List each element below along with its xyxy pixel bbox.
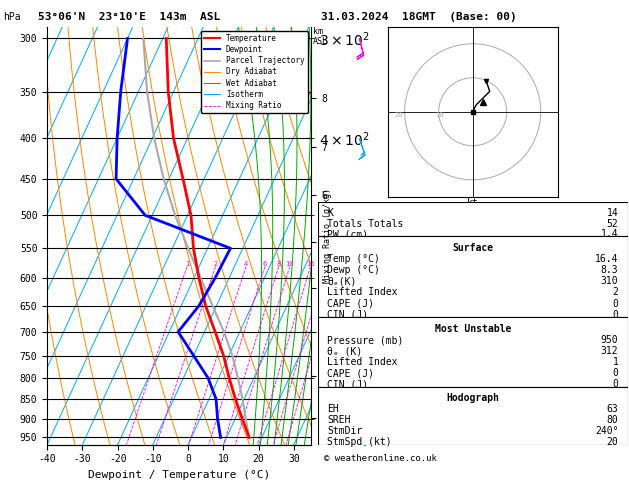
Text: CIN (J): CIN (J) bbox=[327, 379, 368, 389]
Text: Most Unstable: Most Unstable bbox=[435, 324, 511, 334]
Text: 20: 20 bbox=[321, 260, 330, 267]
Text: 2: 2 bbox=[613, 287, 618, 297]
Text: Lifted Index: Lifted Index bbox=[327, 357, 398, 367]
Text: Lifted Index: Lifted Index bbox=[327, 287, 398, 297]
Text: Hodograph: Hodograph bbox=[446, 393, 499, 403]
Text: 20: 20 bbox=[607, 437, 618, 447]
Text: 950: 950 bbox=[601, 335, 618, 345]
Text: 63: 63 bbox=[607, 404, 618, 414]
Text: 20: 20 bbox=[394, 112, 403, 118]
Text: 15: 15 bbox=[306, 260, 314, 267]
Legend: Temperature, Dewpoint, Parcel Trajectory, Dry Adiabat, Wet Adiabat, Isotherm, Mi: Temperature, Dewpoint, Parcel Trajectory… bbox=[201, 31, 308, 113]
Text: 1: 1 bbox=[613, 357, 618, 367]
Text: K: K bbox=[327, 208, 333, 218]
Text: 16.4: 16.4 bbox=[595, 254, 618, 264]
Bar bbox=[318, 317, 628, 387]
X-axis label: Dewpoint / Temperature (°C): Dewpoint / Temperature (°C) bbox=[88, 470, 270, 480]
Text: 312: 312 bbox=[601, 346, 618, 356]
Text: LCL: LCL bbox=[363, 404, 376, 410]
Text: 0: 0 bbox=[613, 298, 618, 309]
Bar bbox=[318, 387, 628, 445]
Text: 14: 14 bbox=[607, 208, 618, 218]
Text: 240°: 240° bbox=[595, 426, 618, 436]
Text: Dewp (°C): Dewp (°C) bbox=[327, 265, 380, 275]
Text: SREH: SREH bbox=[327, 415, 350, 425]
Text: CAPE (J): CAPE (J) bbox=[327, 298, 374, 309]
Text: 52: 52 bbox=[607, 219, 618, 228]
Text: PW (cm): PW (cm) bbox=[327, 229, 368, 239]
Text: 6: 6 bbox=[263, 260, 267, 267]
Text: km
ASL: km ASL bbox=[313, 27, 328, 46]
Text: 1: 1 bbox=[185, 260, 189, 267]
X-axis label: kt: kt bbox=[467, 198, 479, 208]
Text: 1.4: 1.4 bbox=[601, 229, 618, 239]
Text: EH: EH bbox=[327, 404, 338, 414]
Text: 80: 80 bbox=[607, 415, 618, 425]
Text: 8.3: 8.3 bbox=[601, 265, 618, 275]
Text: 0: 0 bbox=[613, 310, 618, 320]
Text: 53°06'N  23°10'E  143m  ASL: 53°06'N 23°10'E 143m ASL bbox=[38, 12, 220, 22]
Text: 4: 4 bbox=[244, 260, 248, 267]
Bar bbox=[318, 236, 628, 317]
Text: 10: 10 bbox=[435, 112, 444, 118]
Text: θₑ (K): θₑ (K) bbox=[327, 346, 362, 356]
Text: 0: 0 bbox=[613, 368, 618, 378]
Text: CAPE (J): CAPE (J) bbox=[327, 368, 374, 378]
Text: StmDir: StmDir bbox=[327, 426, 362, 436]
Text: Mixing Ratio (g/kg): Mixing Ratio (g/kg) bbox=[323, 188, 331, 283]
Text: CIN (J): CIN (J) bbox=[327, 310, 368, 320]
Text: 31.03.2024  18GMT  (Base: 00): 31.03.2024 18GMT (Base: 00) bbox=[321, 12, 516, 22]
Text: 10: 10 bbox=[286, 260, 294, 267]
Text: Surface: Surface bbox=[452, 243, 493, 253]
Text: 2: 2 bbox=[213, 260, 218, 267]
Text: Temp (°C): Temp (°C) bbox=[327, 254, 380, 264]
Text: 0: 0 bbox=[613, 379, 618, 389]
Text: © weatheronline.co.uk: © weatheronline.co.uk bbox=[324, 454, 437, 464]
Text: 8: 8 bbox=[277, 260, 281, 267]
Text: θₑ(K): θₑ(K) bbox=[327, 277, 356, 286]
Text: 310: 310 bbox=[601, 277, 618, 286]
Text: hPa: hPa bbox=[3, 12, 21, 22]
Text: StmSpd (kt): StmSpd (kt) bbox=[327, 437, 392, 447]
Bar bbox=[318, 202, 628, 236]
Text: Totals Totals: Totals Totals bbox=[327, 219, 403, 228]
Text: Pressure (mb): Pressure (mb) bbox=[327, 335, 403, 345]
